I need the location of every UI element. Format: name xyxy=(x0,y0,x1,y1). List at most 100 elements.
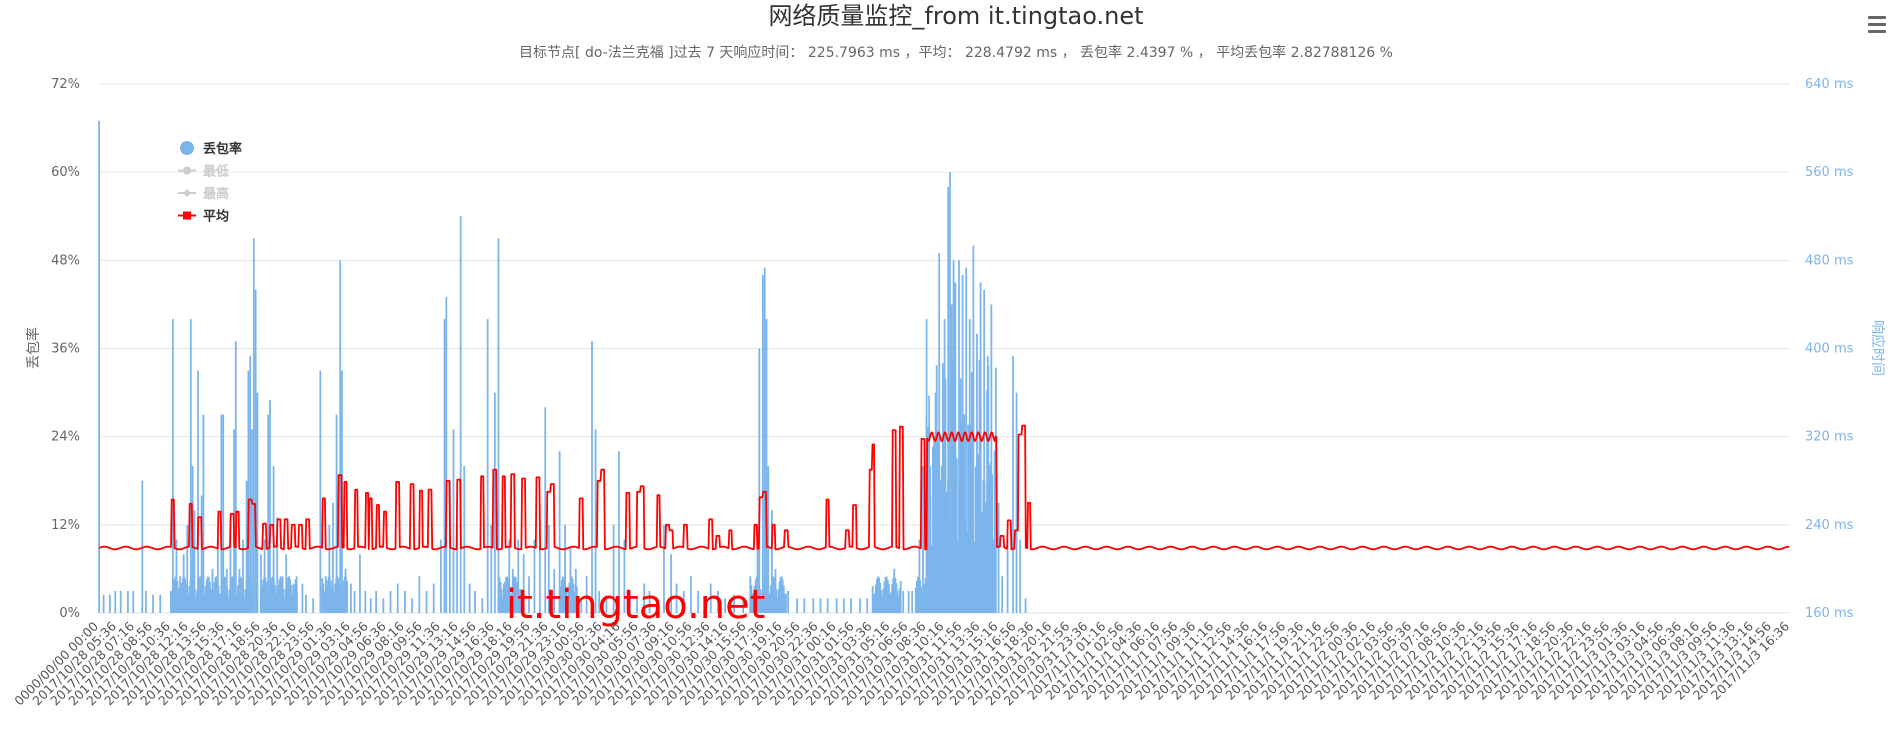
packet-loss-bar xyxy=(877,576,879,613)
packet-loss-bar xyxy=(432,583,435,613)
packet-loss-bar xyxy=(339,260,342,613)
packet-loss-bar xyxy=(569,577,572,613)
packet-loss-bar xyxy=(247,370,250,613)
packet-loss-bar xyxy=(955,458,958,613)
packet-loss-bar xyxy=(173,579,176,613)
y-left-tick-label: 36% xyxy=(51,342,80,357)
packet-loss-bar xyxy=(826,598,829,613)
packet-loss-bar xyxy=(954,455,957,613)
packet-loss-bar xyxy=(873,592,876,613)
packet-loss-bar xyxy=(553,568,556,613)
packet-loss-bar xyxy=(515,582,518,613)
packet-loss-bar xyxy=(563,576,565,613)
packet-loss-bar xyxy=(974,466,977,613)
legend-item[interactable]: 最高 xyxy=(178,186,229,202)
packet-loss-bar xyxy=(564,580,566,613)
packet-loss-bar xyxy=(192,581,195,613)
y-right-tick-label: 560 ms xyxy=(1805,165,1854,180)
packet-loss-bar xyxy=(263,576,266,613)
packet-loss-bar xyxy=(504,581,506,613)
packet-loss-bar xyxy=(511,585,514,613)
packet-loss-bar xyxy=(574,595,577,613)
packet-loss-bar xyxy=(226,589,229,613)
packet-loss-bar xyxy=(983,289,986,613)
packet-loss-bar xyxy=(907,590,910,613)
legend-item[interactable]: 最低 xyxy=(178,164,229,180)
packet-loss-bar xyxy=(207,577,210,613)
packet-loss-bar xyxy=(277,585,280,613)
packet-loss-bar xyxy=(945,492,948,613)
legend-item[interactable]: 丢包率 xyxy=(180,141,242,157)
packet-loss-bar xyxy=(774,581,777,613)
packet-loss-bar xyxy=(202,414,205,613)
packet-loss-bar xyxy=(516,589,519,613)
packet-loss-bar xyxy=(890,592,892,613)
packet-loss-bar xyxy=(245,480,248,613)
packet-loss-bar xyxy=(234,593,237,613)
packet-loss-bar xyxy=(889,594,891,613)
packet-loss-bar xyxy=(771,510,773,613)
packet-loss-bar xyxy=(763,267,766,613)
packet-loss-bar xyxy=(574,568,577,613)
packet-loss-bar xyxy=(986,390,988,613)
legend-circle-symbol xyxy=(180,141,194,155)
packet-loss-bars xyxy=(98,120,1027,613)
packet-loss-bar xyxy=(200,578,203,613)
packet-loss-bar xyxy=(567,590,570,613)
packet-loss-bar xyxy=(517,539,520,613)
packet-loss-bar xyxy=(899,581,902,613)
packet-loss-bar xyxy=(571,578,574,613)
packet-loss-bar xyxy=(919,580,922,613)
packet-loss-bar xyxy=(269,399,271,613)
menu-button[interactable] xyxy=(1868,14,1888,38)
packet-loss-bar xyxy=(512,579,515,613)
packet-loss-bar xyxy=(197,370,199,613)
packet-loss-bar xyxy=(337,578,340,613)
y-left-tick-label: 48% xyxy=(51,253,80,268)
packet-loss-bar xyxy=(251,594,253,613)
packet-loss-bar xyxy=(766,585,769,613)
packet-loss-bar xyxy=(275,593,278,613)
legend-diamond-marker xyxy=(183,189,191,197)
packet-loss-bar xyxy=(568,582,571,613)
packet-loss-bar xyxy=(278,579,281,613)
packet-loss-bar xyxy=(755,576,758,613)
packet-loss-bar xyxy=(952,357,954,613)
packet-loss-bar xyxy=(663,524,665,613)
packet-loss-bar xyxy=(785,593,787,613)
legend-item[interactable]: 平均 xyxy=(178,209,229,225)
packet-loss-bar xyxy=(874,584,877,613)
packet-loss-bar xyxy=(544,407,547,613)
packet-loss-bar xyxy=(203,594,206,613)
packet-loss-bar xyxy=(319,370,322,613)
packet-loss-bar xyxy=(261,586,263,613)
packet-loss-bar xyxy=(216,579,219,613)
packet-loss-bar xyxy=(335,578,338,613)
packet-loss-bar xyxy=(217,585,220,613)
packet-loss-bar xyxy=(290,585,293,613)
chart-subtitle: 目标节点[ do-法兰克福 ]过去 7 天响应时间： 225.7963 ms ，… xyxy=(519,44,1393,61)
packet-loss-bar xyxy=(953,444,956,613)
packet-loss-bar xyxy=(493,392,496,613)
packet-loss-bar xyxy=(918,539,921,613)
packet-loss-bar xyxy=(338,583,341,613)
packet-loss-bar xyxy=(175,576,178,613)
packet-loss-bar xyxy=(753,585,756,613)
y-axis-left-title: 丢包率 xyxy=(25,327,42,369)
packet-loss-bar xyxy=(247,576,250,613)
packet-loss-bar xyxy=(561,576,564,613)
packet-loss-bar xyxy=(969,424,972,613)
packet-loss-bar xyxy=(326,580,329,613)
packet-loss-bar xyxy=(911,590,914,613)
packet-loss-bar xyxy=(211,597,213,613)
packet-loss-bar xyxy=(350,583,352,613)
packet-loss-bar xyxy=(559,586,562,613)
legend-label: 最低 xyxy=(203,164,229,180)
packet-loss-bar xyxy=(189,579,192,613)
packet-loss-bar xyxy=(778,581,781,613)
packet-loss-bar xyxy=(749,578,752,613)
packet-loss-bar xyxy=(200,495,203,613)
packet-loss-bar xyxy=(883,581,886,613)
packet-loss-bar xyxy=(292,593,295,613)
packet-loss-bar xyxy=(180,582,183,613)
